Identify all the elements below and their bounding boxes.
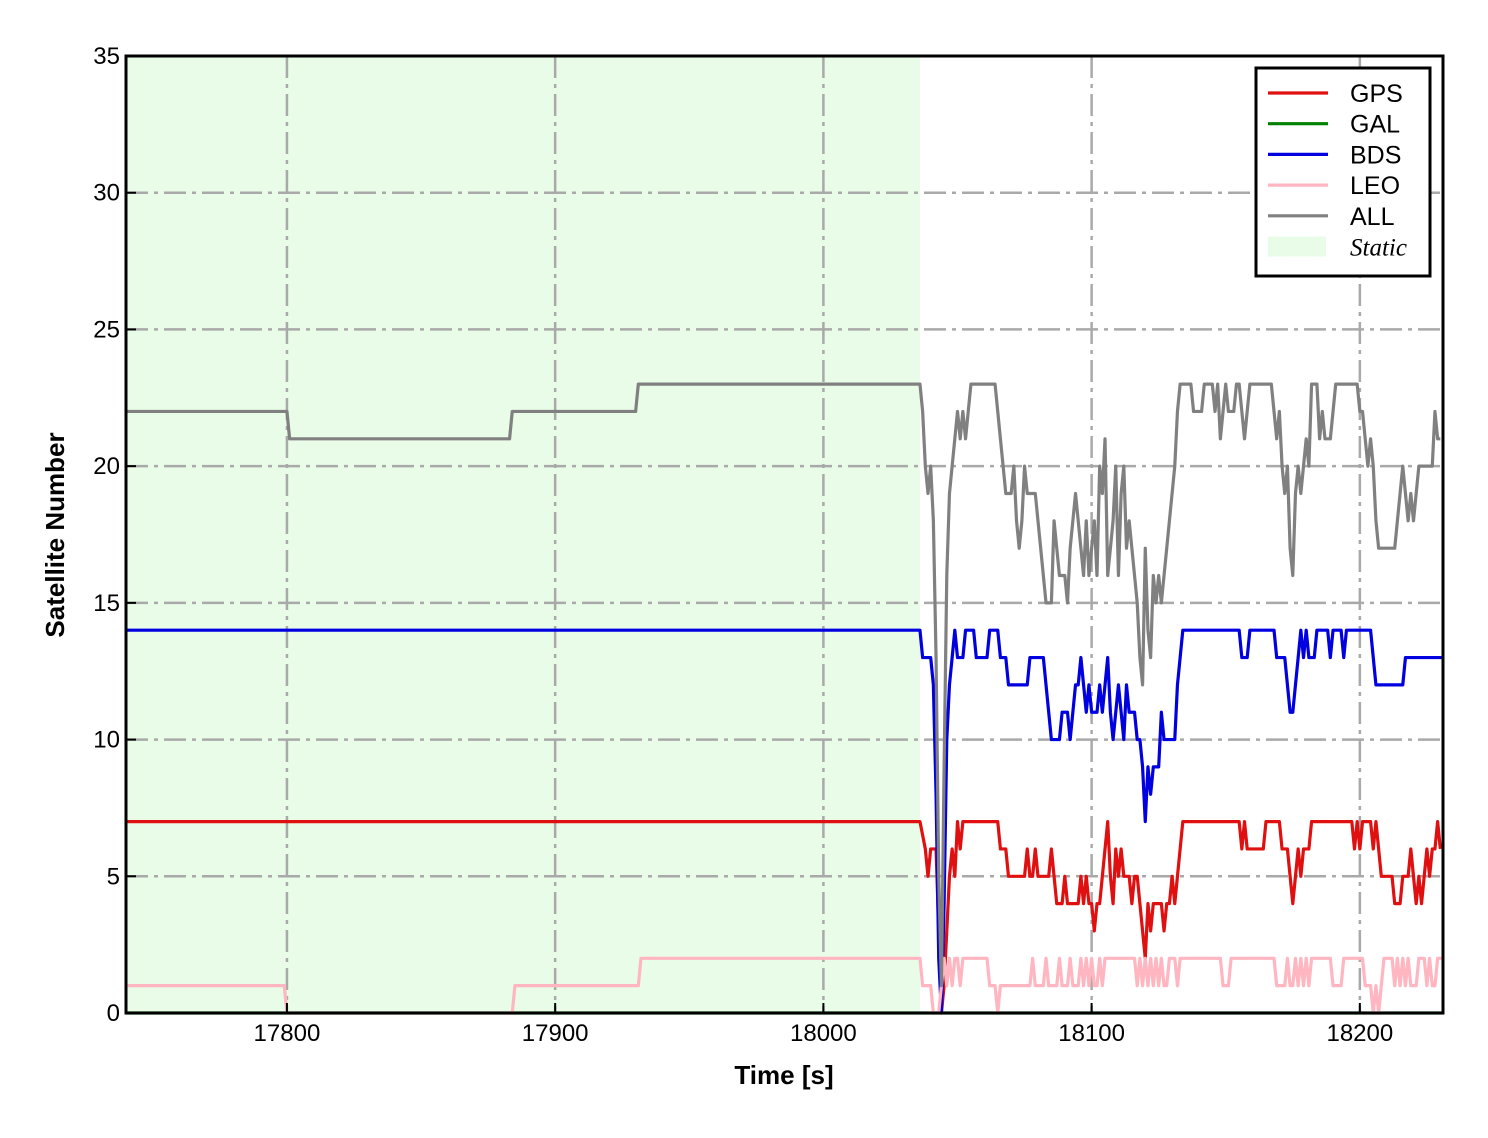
- static-region: [126, 56, 920, 1013]
- legend-label: Static: [1350, 235, 1407, 262]
- x-tick-label: 18200: [1326, 1020, 1393, 1047]
- legend-label: LEO: [1350, 172, 1400, 200]
- y-tick-label: 25: [93, 316, 120, 343]
- static-region-layer: [126, 56, 920, 1013]
- series-line-leo: [126, 956, 1443, 1015]
- series-line-all: [126, 382, 1441, 988]
- legend-item-static: Static: [1268, 235, 1407, 262]
- x-tick-label: 17900: [522, 1020, 589, 1047]
- x-tick-label: 18100: [1058, 1020, 1125, 1047]
- x-tick-label: 17800: [254, 1020, 321, 1047]
- legend-label: GPS: [1350, 80, 1403, 108]
- legend-label: ALL: [1350, 203, 1395, 231]
- y-tick-label: 15: [93, 590, 120, 617]
- x-tick-label: 18000: [790, 1020, 857, 1047]
- legend-swatch: [1268, 236, 1326, 257]
- y-tick-label: 35: [93, 43, 120, 70]
- grid-layer: [126, 56, 1443, 1013]
- legend-item-gal: GAL: [1268, 111, 1400, 139]
- series-layer: [126, 382, 1443, 1015]
- y-tick-label: 20: [93, 453, 120, 480]
- axes-layer: 17800 17900 18000 18100 18200 0 5 10 15 20 25 30 35: [93, 43, 1445, 1047]
- series-line-bds: [126, 628, 1443, 1015]
- y-tick-label: 0: [107, 1000, 120, 1027]
- x-axis-label: Time [s]: [734, 1060, 833, 1090]
- legend-item-gps: GPS: [1268, 80, 1403, 108]
- legend-item-all: ALL: [1268, 203, 1395, 231]
- legend-box: [1254, 66, 1432, 278]
- legend-item-leo: LEO: [1268, 172, 1400, 200]
- y-axis-label: Satellite Number: [40, 432, 70, 637]
- legend-label: BDS: [1350, 141, 1401, 169]
- legend-label: GAL: [1350, 111, 1400, 139]
- y-tick-label: 30: [93, 180, 120, 207]
- plot-frame: [124, 54, 1445, 1015]
- y-tick-label: 10: [93, 727, 120, 754]
- legend-item-bds: BDS: [1268, 141, 1401, 169]
- y-tick-label: 5: [107, 863, 120, 890]
